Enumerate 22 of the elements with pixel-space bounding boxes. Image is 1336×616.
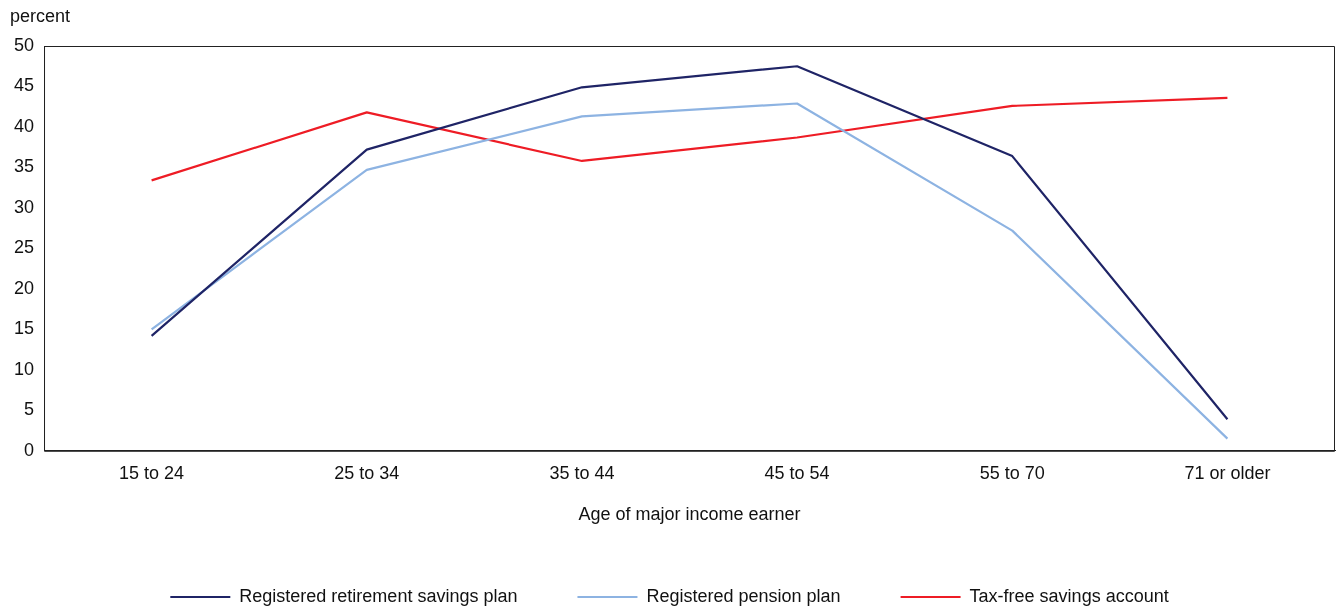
x-tick-label: 55 to 70 <box>979 462 1045 483</box>
x-tick-label: 71 or older <box>1184 462 1271 483</box>
y-tick-label: 5 <box>24 399 35 420</box>
y-tick-label: 40 <box>13 115 35 136</box>
y-tick-label: 45 <box>13 75 35 96</box>
legend-label: Registered pension plan <box>646 585 841 606</box>
x-tick-label: 35 to 44 <box>549 462 615 483</box>
x-tick-label: 45 to 54 <box>764 462 830 483</box>
y-tick-label: 25 <box>13 237 35 258</box>
y-tick-label: 50 <box>13 34 35 55</box>
y-tick-label: 20 <box>13 277 35 298</box>
y-tick-label: 30 <box>13 196 35 217</box>
y-tick-label: 10 <box>13 358 35 379</box>
legend-label: Registered retirement savings plan <box>239 585 518 606</box>
x-tick-label: 15 to 24 <box>119 462 185 483</box>
y-tick-label: 15 <box>13 318 35 339</box>
legend-label: Tax-free savings account <box>969 585 1169 606</box>
x-axis-title: Age of major income earner <box>578 504 801 525</box>
y-axis-title: percent <box>10 5 71 26</box>
y-tick-label: 35 <box>13 156 35 177</box>
y-tick-label: 0 <box>24 439 35 460</box>
x-tick-label: 25 to 34 <box>334 462 400 483</box>
